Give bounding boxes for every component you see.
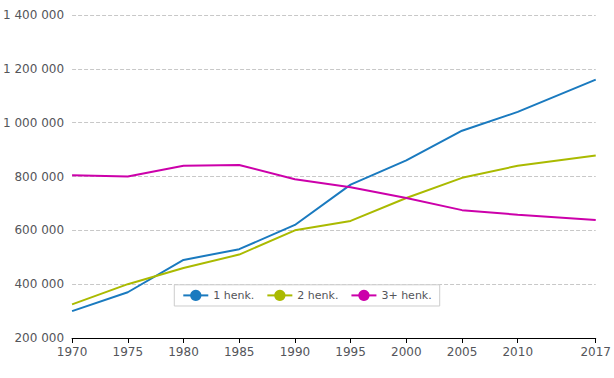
svg-text:1 200 000: 1 200 000: [3, 62, 64, 76]
svg-text:200 000: 200 000: [14, 331, 64, 345]
svg-text:400 000: 400 000: [14, 277, 64, 291]
svg-text:1985: 1985: [224, 345, 255, 359]
svg-text:3+ henk.: 3+ henk.: [381, 289, 431, 302]
svg-text:2000: 2000: [391, 345, 422, 359]
svg-text:600 000: 600 000: [14, 223, 64, 237]
svg-text:2017: 2017: [580, 345, 611, 359]
svg-text:2010: 2010: [502, 345, 533, 359]
svg-text:1975: 1975: [113, 345, 144, 359]
svg-text:2005: 2005: [447, 345, 478, 359]
svg-text:1995: 1995: [335, 345, 366, 359]
svg-text:1 000 000: 1 000 000: [3, 116, 64, 130]
svg-text:800 000: 800 000: [14, 170, 64, 184]
svg-text:2 henk.: 2 henk.: [297, 289, 338, 302]
svg-text:1 henk.: 1 henk.: [213, 289, 254, 302]
svg-text:1 400 000: 1 400 000: [3, 8, 64, 22]
svg-text:1980: 1980: [168, 345, 199, 359]
svg-text:1990: 1990: [280, 345, 311, 359]
svg-text:1970: 1970: [57, 345, 88, 359]
